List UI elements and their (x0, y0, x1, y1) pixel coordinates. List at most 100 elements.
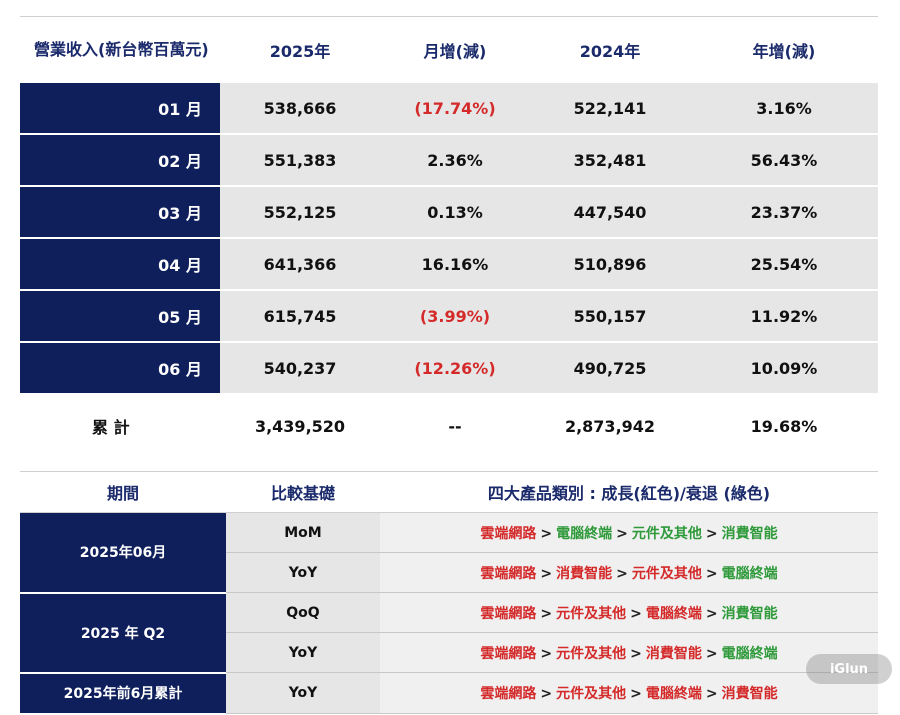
separator-glyph: > (540, 686, 553, 702)
category-ranking-cell: 雲端網路 > 元件及其他 > 消費智能 > 電腦終端 (380, 632, 878, 673)
value-2025-cell: 552,125 (220, 186, 380, 239)
yoy-cell: 25.54% (690, 238, 878, 291)
category-item: 消費智能 (721, 525, 778, 542)
separator-glyph: > (705, 605, 718, 622)
month-cell: 03 月 (20, 186, 220, 239)
category-item: 元件及其他 (556, 645, 627, 662)
category-item: 電腦終端 (645, 686, 702, 702)
header-mom: 月增(減) (380, 16, 530, 83)
mom-cell: 16.16% (380, 238, 530, 291)
category-ranking-cell: 雲端網路 > 元件及其他 > 電腦終端 > 消費智能 (380, 592, 878, 633)
value-2025-cell: 615,745 (220, 290, 380, 343)
category-table: 期間 比較基礎 四大產品類別 : 成長(紅色)/衰退 (綠色) 2025年06月… (20, 471, 878, 715)
category-item: 雲端網路 (480, 565, 537, 582)
category-item: 元件及其他 (556, 605, 627, 622)
category-item: 消費智能 (721, 605, 778, 622)
value-2024-cell: 550,157 (530, 290, 690, 343)
month-cell: 02 月 (20, 134, 220, 187)
mom-cell: (3.99%) (380, 290, 530, 343)
value-2025-cell: 540,237 (220, 342, 380, 395)
separator-glyph: > (705, 565, 718, 582)
category-item: 元件及其他 (631, 565, 702, 582)
month-cell: 05 月 (20, 290, 220, 343)
mom-cell: (12.26%) (380, 342, 530, 395)
category-item: 消費智能 (645, 645, 702, 662)
watermark-text: iGlun (829, 661, 869, 677)
separator-glyph: > (705, 645, 718, 662)
separator-glyph: > (616, 525, 628, 542)
total-2025: 3,439,520 (220, 394, 380, 457)
separator-glyph: > (705, 686, 718, 702)
base-cell: MoM (226, 512, 380, 553)
total-label: 累 計 (20, 394, 220, 457)
separator-glyph: > (540, 565, 553, 582)
separator-glyph: > (540, 525, 553, 542)
separator-glyph: > (705, 525, 718, 542)
category-ranking-cell: 雲端網路 > 消費智能 > 元件及其他 > 電腦終端 (380, 552, 878, 593)
category-item: 電腦終端 (721, 645, 778, 662)
header-2024: 2024年 (530, 16, 690, 83)
category-row: YoY 雲端網路 > 元件及其他 > 消費智能 > 電腦終端 (20, 632, 878, 673)
revenue-row: 04 月 641,366 16.16% 510,896 25.54% (20, 238, 878, 291)
base-cell: YoY (226, 632, 380, 673)
revenue-row: 02 月 551,383 2.36% 352,481 56.43% (20, 134, 878, 187)
category-row: 2025 年 Q2 QoQ 雲端網路 > 元件及其他 > 電腦終端 > 消費智能 (20, 592, 878, 674)
total-mom: -- (380, 394, 530, 457)
revenue-total-row: 累 計 3,439,520 -- 2,873,942 19.68% (20, 394, 878, 457)
category-row: 2025年06月 MoM 雲端網路 > 電腦終端 > 元件及其他 > 消費智能 (20, 512, 878, 594)
revenue-header-row: 營業收入(新台幣百萬元) 2025年 月增(減) 2024年 年增(減) (20, 16, 878, 83)
category-item: 消費智能 (721, 686, 778, 702)
separator-glyph: > (630, 686, 642, 702)
revenue-row: 06 月 540,237 (12.26%) 490,725 10.09% (20, 342, 878, 395)
category-item: 電腦終端 (645, 605, 702, 622)
separator-glyph: > (630, 605, 642, 622)
category-item: 雲端網路 (480, 605, 537, 622)
revenue-row: 05 月 615,745 (3.99%) 550,157 11.92% (20, 290, 878, 343)
category-ranking-cell: 雲端網路 > 電腦終端 > 元件及其他 > 消費智能 (380, 512, 878, 553)
header-2025: 2025年 (220, 16, 380, 83)
month-cell: 06 月 (20, 342, 220, 395)
separator-glyph: > (540, 645, 553, 662)
category-item: 電腦終端 (721, 565, 778, 582)
watermark-badge: iGlun (806, 654, 892, 684)
report-container: 營業收入(新台幣百萬元) 2025年 月增(減) 2024年 年增(減) 01 … (20, 16, 878, 715)
value-2024-cell: 352,481 (530, 134, 690, 187)
separator-glyph: > (630, 645, 642, 662)
yoy-cell: 23.37% (690, 186, 878, 239)
separator-glyph: > (540, 605, 553, 622)
period-cell: 2025年06月 (20, 512, 226, 594)
value-2025-cell: 551,383 (220, 134, 380, 187)
yoy-cell: 3.16% (690, 83, 878, 135)
header-revenue-label: 營業收入(新台幣百萬元) (20, 16, 220, 83)
category-item: 雲端網路 (480, 525, 537, 542)
period-cell: 2025年前6月累計 (20, 672, 226, 715)
revenue-row: 03 月 552,125 0.13% 447,540 23.37% (20, 186, 878, 239)
value-2024-cell: 447,540 (530, 186, 690, 239)
period-cell: 2025 年 Q2 (20, 592, 226, 674)
base-cell: YoY (226, 552, 380, 593)
separator-glyph: > (616, 565, 628, 582)
category-ranking-cell: 雲端網路 > 元件及其他 > 電腦終端 > 消費智能 (380, 672, 878, 714)
total-2024: 2,873,942 (530, 394, 690, 457)
base-cell: YoY (226, 672, 380, 714)
yoy-cell: 10.09% (690, 342, 878, 395)
total-yoy: 19.68% (690, 394, 878, 457)
value-2024-cell: 490,725 (530, 342, 690, 395)
value-2025-cell: 538,666 (220, 83, 380, 135)
header-categories: 四大產品類別 : 成長(紅色)/衰退 (綠色) (380, 471, 878, 513)
category-item: 雲端網路 (480, 686, 537, 702)
month-cell: 04 月 (20, 238, 220, 291)
category-item: 元件及其他 (631, 525, 702, 542)
header-base: 比較基礎 (226, 471, 380, 513)
value-2024-cell: 510,896 (530, 238, 690, 291)
category-item: 消費智能 (556, 565, 613, 582)
value-2025-cell: 641,366 (220, 238, 380, 291)
revenue-table: 營業收入(新台幣百萬元) 2025年 月增(減) 2024年 年增(減) 01 … (20, 16, 878, 457)
category-item: 雲端網路 (480, 645, 537, 662)
mom-cell: 0.13% (380, 186, 530, 239)
yoy-cell: 56.43% (690, 134, 878, 187)
mom-cell: 2.36% (380, 134, 530, 187)
header-yoy: 年增(減) (690, 16, 878, 83)
month-cell: 01 月 (20, 83, 220, 135)
header-period: 期間 (20, 471, 226, 513)
